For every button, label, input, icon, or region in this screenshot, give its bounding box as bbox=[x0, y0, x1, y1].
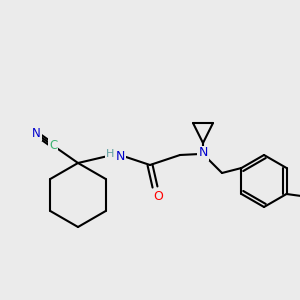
Text: H: H bbox=[106, 149, 114, 159]
Text: N: N bbox=[198, 146, 208, 160]
Text: N: N bbox=[32, 127, 41, 140]
Text: N: N bbox=[115, 149, 125, 163]
Text: O: O bbox=[153, 190, 163, 202]
Text: C: C bbox=[49, 139, 58, 152]
